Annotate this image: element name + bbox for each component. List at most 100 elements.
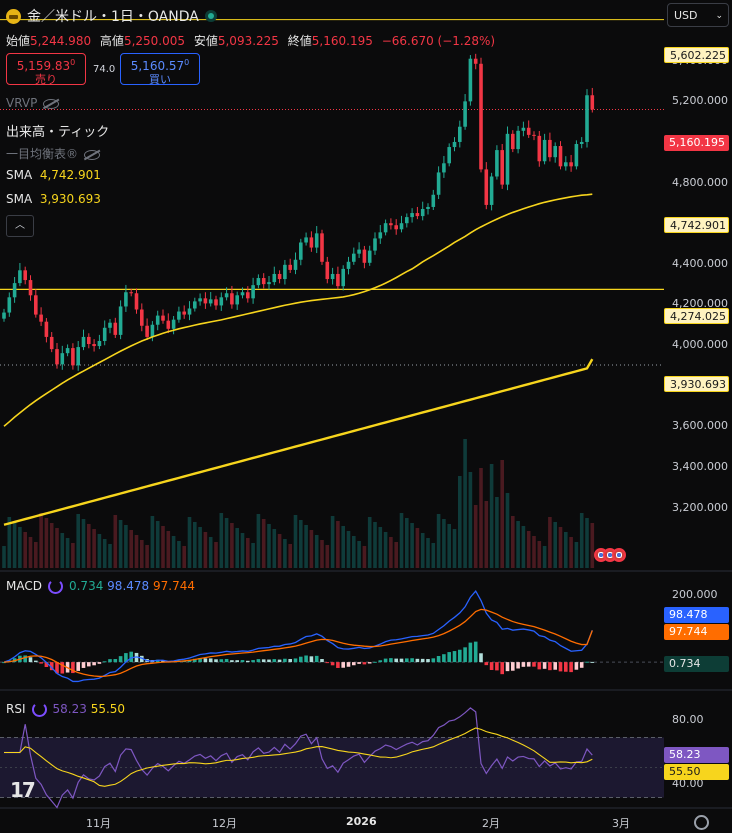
collapse-legend-button[interactable]: ︿ [6, 215, 34, 237]
macd-histogram-bar [76, 662, 80, 671]
volume-bar [362, 546, 367, 568]
macd-histogram-bar [479, 653, 483, 663]
indicator-ichimoku[interactable]: 一目均衡表® [6, 145, 101, 162]
candle-body [92, 344, 96, 347]
candle-body [346, 261, 351, 269]
candle-body [505, 133, 510, 185]
candle-body [357, 249, 361, 254]
macd-histogram-bar [283, 658, 287, 663]
candle-body [394, 225, 398, 230]
spread-value: 74.0 [93, 64, 116, 75]
candle-body [309, 237, 314, 248]
macd-histogram-bar [299, 656, 303, 663]
macd-histogram-bar [124, 653, 128, 663]
candle-body [532, 134, 536, 136]
indicator-sma1[interactable]: SMA 4,742.901 [6, 168, 101, 182]
eye-hidden-icon[interactable] [43, 98, 60, 109]
candle-body [49, 336, 54, 350]
tradingview-logo[interactable]: 17 [10, 778, 36, 802]
macd-histogram-bar [489, 662, 494, 670]
volume-bar [399, 513, 404, 568]
volume-bar [373, 522, 377, 568]
macd-histogram-bar [320, 659, 324, 663]
volume-bar [193, 522, 197, 568]
candle-body [330, 273, 335, 280]
candle-body [129, 292, 133, 294]
volume-bar [330, 516, 335, 568]
candle-body [569, 162, 573, 167]
candle-body [76, 347, 80, 366]
macd-histogram-bar [346, 662, 351, 667]
volume-bar [102, 539, 107, 568]
rsi-ma-value: 55.50 [90, 702, 126, 716]
candle-body [87, 336, 91, 345]
us-flag-event-icon[interactable] [612, 548, 626, 562]
rsi-label: RSI [6, 702, 26, 716]
candle-body [272, 273, 277, 283]
candle-body [246, 292, 250, 299]
candle-body [44, 321, 49, 337]
macd-hist-tag: 0.734 [664, 656, 729, 672]
sma1-tag: 4,742.901 [664, 217, 729, 233]
symbol-title-text: 金／米ドル・1日・OANDA [27, 9, 199, 25]
symbol-title[interactable]: 金／米ドル・1日・OANDA [6, 6, 217, 26]
currency-select[interactable]: USD ⌄ [667, 3, 729, 27]
volume-bar [426, 538, 430, 568]
macd-histogram-bar [261, 659, 266, 663]
sell-price: 5,159.83 [16, 59, 71, 73]
macd-histogram-bar [277, 659, 282, 663]
volume-bar [526, 531, 531, 568]
sell-button[interactable]: 5,159.830 売り [6, 53, 86, 86]
macd-line [3, 589, 593, 683]
volume-bar [458, 476, 462, 568]
eye-hidden-icon[interactable] [84, 149, 101, 160]
candle-body [590, 95, 595, 110]
candle-body [579, 141, 584, 144]
macd-histogram-bar [203, 658, 208, 663]
indicator-volume[interactable]: 出来高・ティック [6, 121, 109, 140]
volume-bar [341, 526, 345, 568]
volume-bar [553, 522, 557, 568]
candle-body [420, 208, 425, 217]
volume-bar [325, 545, 330, 568]
macd-histogram-bar [92, 662, 96, 666]
macd-histogram-bar [81, 662, 86, 668]
volume-bar [39, 513, 43, 568]
macd-histogram-bar [2, 662, 6, 664]
volume-bar [161, 526, 165, 568]
candle-body [261, 278, 266, 285]
macd-histogram-bar [39, 662, 43, 664]
volume-bar [415, 528, 420, 568]
volume-bar [463, 439, 467, 568]
candle-body [256, 278, 261, 286]
volume-bar [383, 532, 388, 568]
candle-body [293, 259, 298, 270]
volume-bar [118, 520, 123, 568]
macd-histogram-bar [129, 651, 133, 663]
macd-histogram-bar [267, 659, 271, 663]
candle-body [12, 283, 17, 298]
macd-histogram-bar [71, 662, 75, 674]
rsi-legend[interactable]: RSI 58.23 55.50 [6, 702, 125, 717]
macd-legend[interactable]: MACD 0.734 98.478 97.744 [6, 579, 195, 594]
volume-bar [246, 538, 250, 568]
macd-histogram-bar [415, 658, 420, 663]
volume-bar [55, 528, 59, 568]
sma2-label: SMA [6, 192, 33, 206]
indicator-vrvp[interactable]: VRVP [6, 96, 60, 110]
buy-button[interactable]: 5,160.570 買い [120, 53, 200, 86]
volume-bar [590, 523, 595, 568]
vrvp-label: VRVP [6, 96, 38, 110]
volume-bar [124, 525, 128, 568]
volume-bar [574, 542, 579, 568]
hline-tag: 4,274.025 [664, 308, 729, 324]
indicator-sma2[interactable]: SMA 3,930.693 [6, 192, 101, 206]
volume-bar [505, 493, 510, 568]
volume-bar [65, 538, 70, 568]
gear-icon[interactable] [694, 815, 709, 830]
macd-histogram-bar [558, 662, 563, 672]
volume-bar [256, 514, 261, 568]
candle-body [489, 176, 494, 205]
price-axis-tick: 3,400.000 [672, 459, 728, 473]
